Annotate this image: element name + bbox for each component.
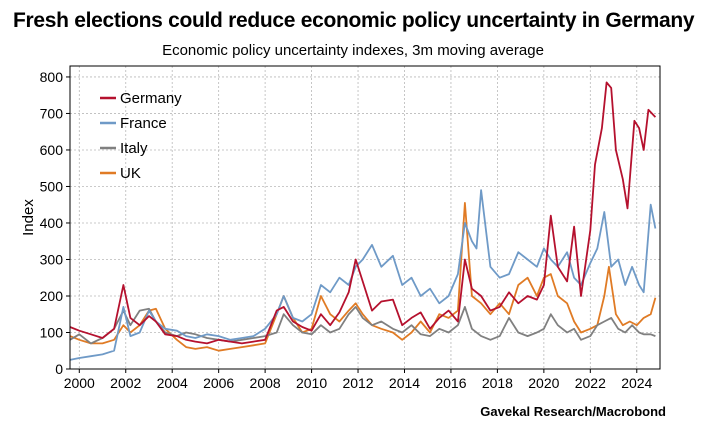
y-tick-label: 200 — [40, 288, 64, 304]
y-tick-label: 700 — [40, 105, 64, 121]
source-credit: Gavekal Research/Macrobond — [480, 404, 666, 419]
y-tick-label: 0 — [55, 361, 63, 377]
chart-title: Fresh elections could reduce economic po… — [13, 9, 695, 32]
x-tick-label: 2022 — [575, 375, 606, 391]
x-tick-label: 2006 — [203, 375, 234, 391]
x-tick-label: 2020 — [528, 375, 559, 391]
x-tick-label: 2008 — [250, 375, 281, 391]
legend: Germany France Italy UK — [100, 90, 182, 182]
y-tick-label: 800 — [40, 69, 64, 85]
series-lines — [69, 81, 657, 361]
x-tick-label: 2000 — [64, 375, 95, 391]
y-tick-label: 100 — [40, 324, 64, 340]
x-tick-label: 2012 — [342, 375, 373, 391]
x-tick-label: 2016 — [435, 375, 466, 391]
legend-label-france: France — [120, 115, 167, 132]
y-tick-label: 500 — [40, 178, 64, 194]
chart-subtitle: Economic policy uncertainty indexes, 3m … — [162, 42, 544, 59]
x-tick-label: 2024 — [621, 375, 652, 391]
x-tick-label: 2018 — [482, 375, 513, 391]
plot-frame — [69, 65, 661, 370]
y-axis-label: Index — [20, 199, 37, 236]
x-tick-label: 2010 — [296, 375, 327, 391]
x-tick-label: 2004 — [157, 375, 188, 391]
legend-label-germany: Germany — [120, 90, 182, 107]
series-line-uk — [69, 202, 657, 352]
y-axis-ticks: 0 100 200 300 400 500 600 700 800 — [40, 69, 70, 377]
y-tick-label: 300 — [40, 251, 64, 267]
y-tick-label: 600 — [40, 142, 64, 158]
series-line-germany — [69, 81, 657, 345]
x-tick-label: 2002 — [110, 375, 141, 391]
legend-label-italy: Italy — [120, 140, 148, 157]
legend-label-uk: UK — [120, 165, 141, 182]
x-axis-ticks: 2000 2002 2004 2006 2008 2010 2012 2014 2016 2018… — [64, 369, 653, 391]
y-tick-label: 400 — [40, 215, 64, 231]
x-tick-label: 2014 — [389, 375, 420, 391]
